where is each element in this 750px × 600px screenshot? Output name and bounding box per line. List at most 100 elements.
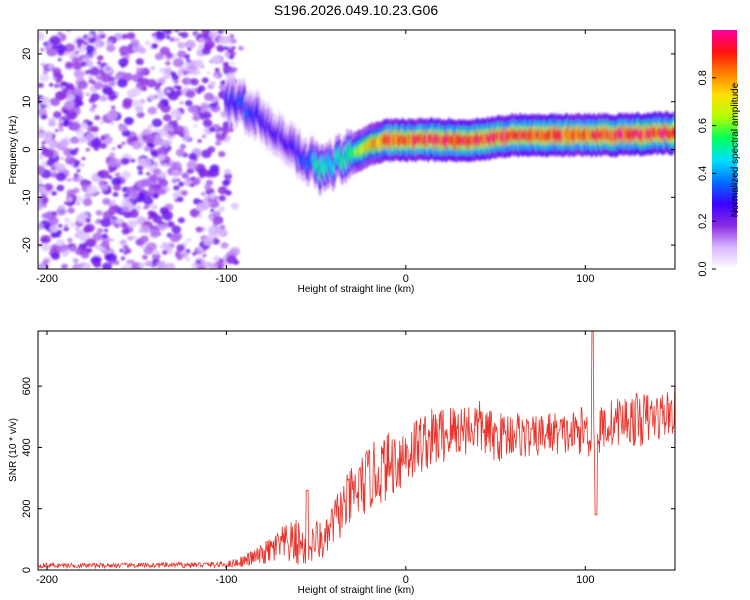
heatmap-cell: [168, 130, 176, 137]
heatmap-cell: [38, 177, 43, 184]
heatmap-cell: [80, 54, 86, 59]
heatmap-cell: [230, 38, 237, 44]
heatmap-cell: [122, 97, 134, 107]
heatmap-cell: [217, 186, 228, 195]
heatmap-cell: [48, 83, 54, 87]
heatmap-cell: [202, 253, 207, 258]
heatmap-cell: [206, 71, 211, 75]
heatmap-cell: [85, 147, 91, 152]
heatmap-cell: [51, 44, 58, 50]
heatmap-cell: [40, 96, 51, 106]
heatmap-cell: [163, 123, 174, 132]
heatmap-cell: [69, 149, 78, 156]
heatmap-cell: [58, 127, 64, 132]
heatmap-cell: [171, 225, 182, 234]
heatmap-cell: [165, 89, 171, 94]
heatmap-cell: [151, 118, 163, 128]
heatmap-cell: [94, 220, 99, 225]
y-tick-label: 0: [21, 146, 33, 152]
heatmap-cell: [55, 163, 66, 172]
heatmap-cell: [108, 205, 119, 215]
heatmap-cell: [63, 100, 76, 111]
heatmap-cell: [223, 46, 229, 51]
heatmap-cell: [60, 156, 65, 161]
heatmap-cell: [198, 37, 205, 44]
heatmap-cell: [79, 212, 89, 221]
heatmap-cell: [108, 80, 117, 87]
heatmap-cell: [230, 66, 238, 73]
heatmap-cell: [108, 260, 114, 266]
heatmap-cell: [211, 238, 220, 245]
heatmap-cell: [75, 227, 79, 231]
heatmap-cell: [72, 138, 80, 144]
heatmap-cell: [152, 161, 159, 167]
snr-x-label: Height of straight line (km): [298, 585, 415, 596]
heatmap-cell: [88, 75, 93, 80]
heatmap-cell: [52, 111, 62, 119]
heatmap-cell: [114, 223, 121, 229]
colorbar-ticks: 0.0 0.2 0.4 0.6 0.8: [697, 70, 716, 277]
heatmap-cell: [121, 264, 132, 269]
heatmap-cell: [41, 141, 46, 145]
heatmap-cell: [82, 198, 93, 207]
heatmap-cell: [156, 88, 162, 94]
heatmap-cell: [130, 87, 142, 97]
heatmap-cell: [106, 44, 116, 53]
heatmap-cell: [218, 130, 223, 135]
heatmap-cell: [148, 174, 158, 183]
heatmap-cell: [97, 30, 105, 35]
heatmap-cell: [213, 210, 221, 217]
heatmap-cell: [152, 43, 158, 49]
heatmap-cell: [106, 40, 113, 46]
heatmap-cell: [201, 77, 209, 84]
heatmap-cell: [57, 58, 62, 62]
heatmap-cell: [42, 130, 54, 140]
heatmap-cell: [155, 32, 166, 41]
heatmap-cell: [217, 205, 226, 212]
heatmap-cell: [106, 110, 118, 120]
heatmap-ridge: [224, 74, 675, 197]
heatmap-cell: [185, 62, 191, 67]
heatmap-cell: [210, 55, 222, 65]
heatmap-cell: [208, 127, 215, 132]
heatmap-cell: [197, 43, 204, 49]
heatmap-cell: [209, 30, 219, 39]
spectrogram-y-ticks: -20 -10 0 10 20: [21, 48, 675, 253]
heatmap-cell: [170, 109, 182, 119]
heatmap-cell: [176, 115, 182, 121]
heatmap-cell: [55, 172, 67, 182]
heatmap-cell: [153, 249, 160, 255]
heatmap-cell: [175, 148, 186, 157]
heatmap-cell: [181, 77, 192, 86]
heatmap-cell: [182, 129, 188, 134]
heatmap-cell: [49, 35, 61, 45]
heatmap-cell: [111, 147, 116, 151]
heatmap-cell: [219, 224, 226, 230]
heatmap-cell: [79, 163, 85, 168]
heatmap-cell: [108, 152, 116, 158]
heatmap-cell: [121, 141, 126, 145]
heatmap-cell: [186, 58, 191, 63]
heatmap-cell: [113, 260, 120, 266]
heatmap-cell: [88, 97, 96, 104]
colorbar: 0.0 0.2 0.4 0.6 0.8 Normalized spectral ampl…: [697, 30, 741, 277]
heatmap-cell: [131, 99, 143, 109]
heatmap-cell: [111, 177, 122, 186]
heatmap-cell: [189, 183, 195, 188]
heatmap-cell: [201, 30, 211, 35]
heatmap-cell: [192, 59, 204, 69]
heatmap-cell: [171, 169, 180, 176]
heatmap-cell: [97, 170, 105, 177]
heatmap-cell: [79, 122, 88, 130]
heatmap-cell: [129, 50, 134, 54]
heatmap-cell: [204, 261, 213, 268]
heatmap-cell: [72, 258, 77, 262]
heatmap-cell: [99, 94, 108, 102]
heatmap-cell: [104, 133, 110, 139]
heatmap-cell: [72, 176, 79, 182]
heatmap-cell: [178, 181, 185, 187]
heatmap-cell: [38, 82, 44, 88]
heatmap-cell: [139, 235, 149, 243]
heatmap-cell: [192, 178, 200, 186]
heatmap-cell: [214, 74, 219, 79]
